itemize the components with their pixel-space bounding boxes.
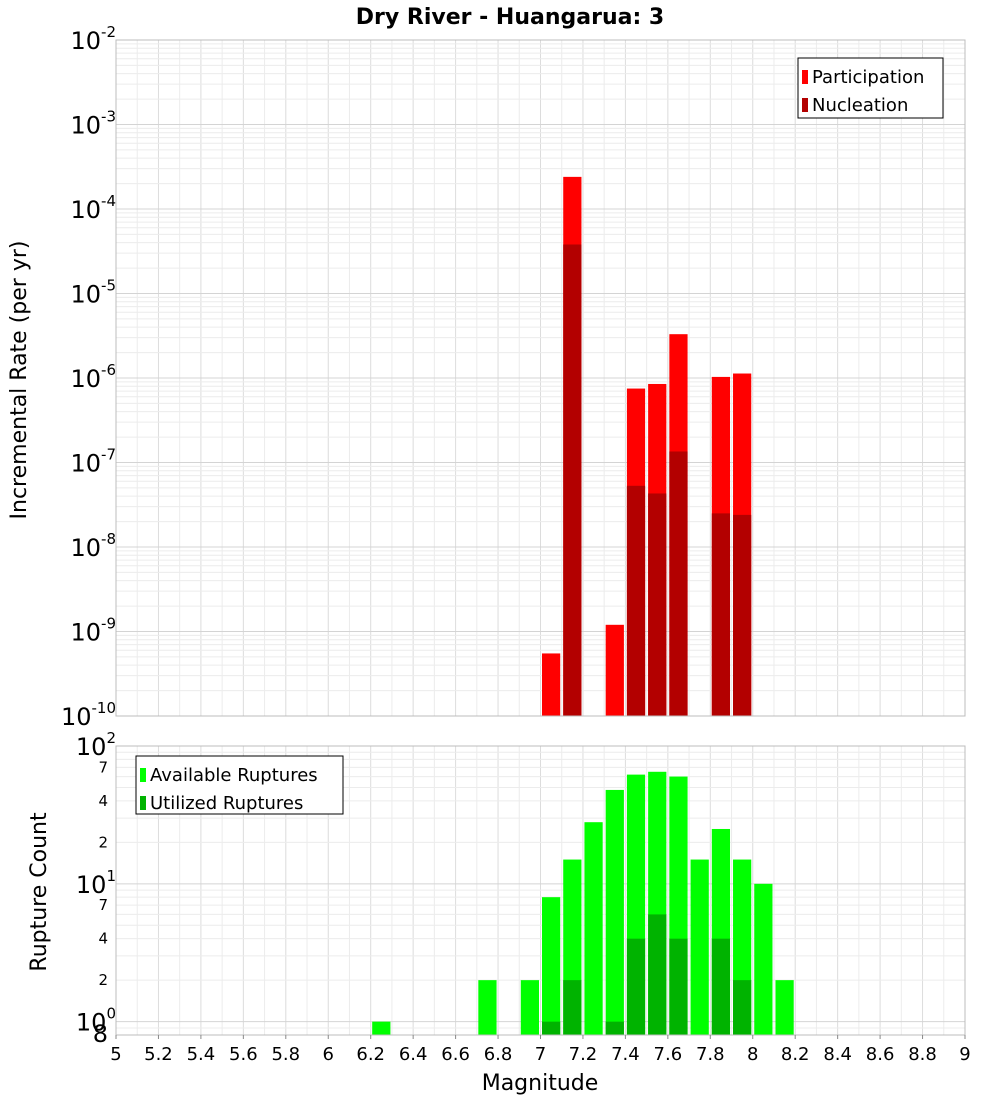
- x-tick-label: 5.8: [271, 1044, 300, 1065]
- count-y-minor-tick-label: 7: [98, 758, 108, 776]
- x-tick-label: 8: [747, 1044, 758, 1065]
- available-ruptures-bar: [775, 980, 794, 1035]
- rate-y-tick-label: 10-2: [70, 23, 116, 55]
- rate-y-tick-label: 10-4: [70, 192, 116, 224]
- count-y-minor-tick-label: 2: [98, 833, 108, 851]
- count-legend-label: Available Ruptures: [150, 765, 318, 786]
- utilized-ruptures-bar: [563, 980, 582, 1035]
- x-tick-label: 5.6: [229, 1044, 258, 1065]
- count-y-minor-tick-label: 4: [98, 930, 108, 948]
- count-legend-box: [135, 755, 344, 815]
- x-tick-label: 7.4: [611, 1044, 640, 1065]
- count-axis-label: Rupture Count: [27, 812, 52, 972]
- x-tick-label: 5: [110, 1044, 121, 1065]
- x-tick-label: 7.6: [654, 1044, 683, 1065]
- rate-y-tick-label: 10-9: [70, 615, 116, 647]
- x-tick-label: 5.4: [187, 1044, 216, 1065]
- count-y-tick-label: 101: [76, 867, 116, 899]
- x-tick-label: 6.2: [356, 1044, 385, 1065]
- rate-y-tick-label: 10-5: [70, 277, 116, 309]
- count-y-minor-tick-label: 7: [98, 896, 108, 914]
- x-tick-label: 6.8: [484, 1044, 513, 1065]
- count-panel: 100 101 102 2 4 7 2 4 7 8 Available Ruptures Utiliz…: [76, 729, 971, 1065]
- x-tick-label: 6.6: [441, 1044, 470, 1065]
- rate-y-tick-label: 10-10: [61, 699, 116, 731]
- x-tick-label: 9: [959, 1044, 970, 1065]
- nucleation-bar: [648, 493, 667, 716]
- x-tick-label: 8.8: [908, 1044, 937, 1065]
- available-ruptures-bar: [542, 897, 561, 1035]
- participation-bar: [605, 624, 624, 716]
- nucleation-bar: [711, 513, 731, 716]
- available-ruptures-bar: [520, 980, 539, 1035]
- utilized-ruptures-bar: [626, 938, 646, 1035]
- chart-title: Dry River - Huangarua: 3: [356, 5, 664, 30]
- x-tick-label: 6.4: [399, 1044, 428, 1065]
- utilized-ruptures-bar: [669, 938, 688, 1035]
- x-tick-label: 8.6: [866, 1044, 895, 1065]
- nucleation-bar: [626, 485, 646, 716]
- rate-y-tick-label: 10-8: [70, 530, 116, 562]
- rate-legend-swatch: [802, 98, 808, 112]
- utilized-ruptures-bar: [605, 1021, 624, 1035]
- rate-y-tick-label: 10-7: [70, 446, 116, 478]
- participation-bar: [542, 653, 561, 716]
- count-y-bottom-label: 8: [93, 1020, 108, 1048]
- utilized-ruptures-bar: [733, 980, 752, 1035]
- x-tick-label: 8.4: [823, 1044, 852, 1065]
- available-ruptures-bar: [584, 822, 603, 1035]
- rate-y-tick-label: 10-6: [70, 361, 116, 393]
- rate-y-tick-label: 10-3: [70, 108, 116, 140]
- nucleation-bar: [563, 244, 582, 716]
- utilized-ruptures-bar: [648, 914, 667, 1035]
- rate-legend-label: Participation: [812, 67, 924, 88]
- magnitude-axis-label: Magnitude: [482, 1071, 599, 1096]
- count-legend-label: Utilized Ruptures: [150, 793, 303, 814]
- nucleation-bar: [669, 451, 688, 716]
- available-ruptures-bar: [478, 980, 497, 1035]
- available-ruptures-bar: [605, 789, 624, 1035]
- available-ruptures-bar: [372, 1021, 391, 1035]
- count-y-tick-label: 100: [76, 1005, 116, 1037]
- utilized-ruptures-bar: [542, 1021, 561, 1035]
- x-tick-label: 7.2: [569, 1044, 598, 1065]
- rate-plot-frame: [115, 39, 966, 717]
- x-tick-label: 8.2: [781, 1044, 810, 1065]
- nucleation-bar: [733, 514, 752, 716]
- count-y-tick-label: 102: [76, 729, 116, 761]
- count-legend-swatch: [140, 796, 146, 810]
- count-y-minor-tick-label: 2: [98, 971, 108, 989]
- utilized-ruptures-bar: [711, 938, 731, 1035]
- rate-legend-swatch: [802, 70, 808, 84]
- count-legend-swatch: [140, 768, 146, 782]
- x-tick-label: 7: [535, 1044, 546, 1065]
- available-ruptures-bar: [754, 883, 773, 1035]
- x-tick-label: 6: [323, 1044, 334, 1065]
- x-tick-label: 5.2: [144, 1044, 173, 1065]
- rate-axis-label: Incremental Rate (per yr): [7, 241, 32, 520]
- rate-legend-box: [797, 57, 944, 119]
- count-y-minor-tick-label: 4: [98, 792, 108, 810]
- rate-panel: 10-10 10-9 10-8 10-7 10-6 10-5 10-4 10-3 10-2 Par…: [61, 23, 966, 731]
- available-ruptures-bar: [690, 859, 709, 1035]
- rate-legend-label: Nucleation: [812, 95, 908, 116]
- x-tick-label: 7.8: [696, 1044, 725, 1065]
